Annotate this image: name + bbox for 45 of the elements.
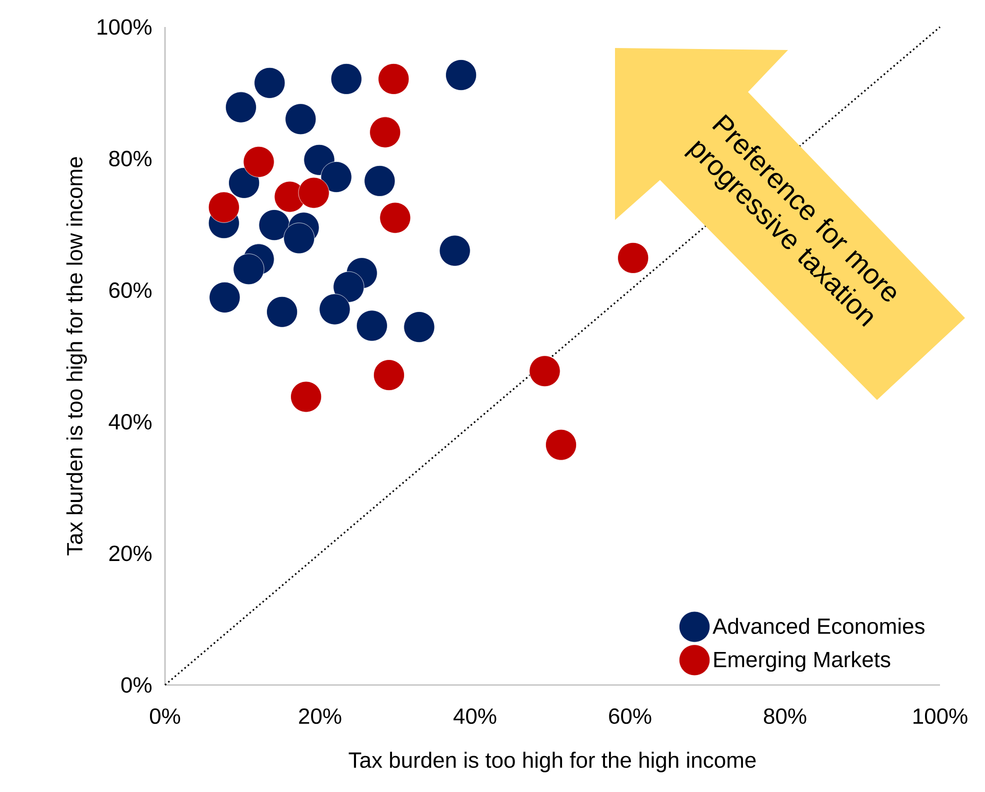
point	[233, 254, 264, 285]
point	[618, 242, 649, 274]
point	[333, 271, 364, 302]
point	[356, 310, 388, 342]
x-tick-label: 60%	[609, 708, 652, 724]
x-tick-label: 40%	[453, 708, 496, 724]
point	[258, 210, 290, 241]
legend-label: Emerging Markets	[714, 651, 890, 672]
point	[364, 165, 396, 196]
point	[373, 360, 405, 391]
point	[290, 381, 322, 412]
y-tick-label: 40%	[108, 414, 152, 430]
point	[225, 92, 256, 123]
point	[439, 235, 470, 266]
y-tick-label: 20%	[109, 546, 152, 562]
point	[320, 161, 352, 193]
point	[378, 63, 410, 95]
point	[330, 63, 362, 95]
point	[266, 296, 298, 328]
point	[243, 146, 274, 178]
point	[284, 222, 315, 254]
point	[209, 282, 240, 313]
legend-label: Advanced Economies	[712, 618, 924, 634]
x-tick-label: 100%	[914, 708, 968, 724]
point	[228, 167, 260, 198]
x-axis-title: Tax burden is too high for the high income	[348, 752, 756, 772]
x-tick-label: 80%	[764, 708, 806, 724]
point	[285, 104, 316, 135]
y-axis-title: Tax burden is too high for the low income	[66, 157, 87, 556]
x-tick-label: 0%	[150, 708, 180, 724]
point	[404, 312, 435, 343]
y-tick-label: 0%	[121, 677, 152, 693]
point	[545, 429, 577, 460]
point	[319, 294, 350, 325]
point	[254, 67, 286, 98]
point	[380, 202, 411, 234]
y-tick-label: 60%	[109, 282, 152, 298]
point	[298, 177, 330, 208]
y-tick-label: 80%	[109, 150, 152, 166]
x-tick-label: 20%	[299, 708, 342, 724]
point	[208, 192, 240, 223]
point	[446, 59, 477, 91]
y-tick-label: 100%	[98, 19, 152, 35]
point	[529, 356, 560, 387]
point	[370, 116, 401, 148]
